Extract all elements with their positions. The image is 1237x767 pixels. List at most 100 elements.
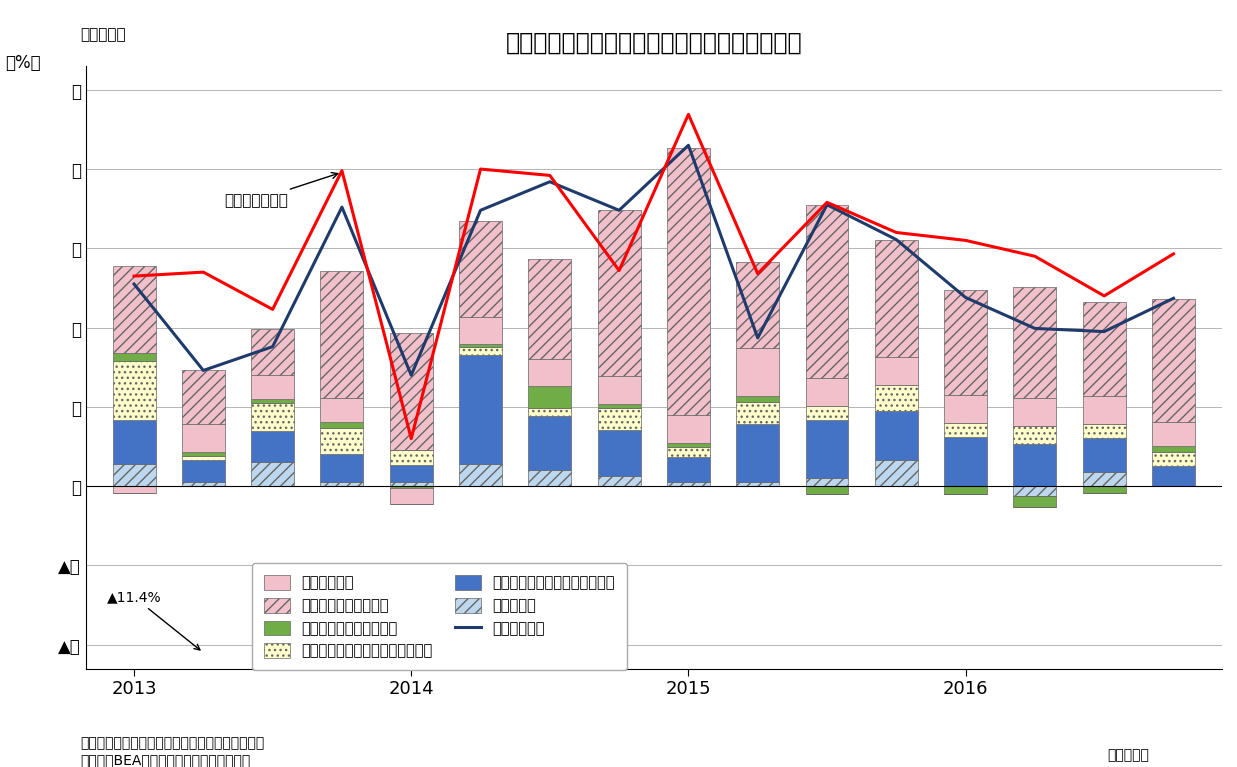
Bar (1082, 438, 1126, 472)
Bar (667, 443, 710, 446)
Bar (459, 464, 502, 486)
Bar (1152, 422, 1195, 446)
Bar (875, 411, 918, 460)
Bar (251, 463, 294, 486)
Bar (390, 486, 433, 488)
Bar (667, 457, 710, 482)
Text: （注）実質ベース、季節調整済系列の前期比年率: （注）実質ベース、季節調整済系列の前期比年率 (80, 736, 265, 750)
Bar (736, 482, 779, 486)
Bar (251, 399, 294, 403)
Bar (736, 396, 779, 402)
Bar (1082, 302, 1126, 396)
Bar (528, 358, 571, 387)
Bar (113, 420, 156, 464)
Bar (597, 403, 641, 408)
Bar (805, 205, 849, 378)
Bar (528, 409, 571, 416)
Bar (459, 347, 502, 354)
Bar (805, 406, 849, 420)
Bar (736, 348, 779, 396)
Bar (944, 423, 987, 437)
Bar (736, 424, 779, 482)
Bar (528, 470, 571, 486)
Bar (390, 450, 433, 465)
Bar (1013, 496, 1056, 507)
Bar (1013, 398, 1056, 426)
Bar (1152, 299, 1195, 422)
Bar (736, 402, 779, 424)
Bar (320, 428, 364, 455)
Bar (182, 452, 225, 456)
Bar (736, 262, 779, 348)
Bar (320, 482, 364, 486)
Bar (1013, 287, 1056, 398)
Bar (182, 370, 225, 424)
Bar (320, 398, 364, 422)
Bar (1152, 446, 1195, 452)
Bar (459, 317, 502, 344)
Text: （四半期）: （四半期） (1107, 748, 1149, 762)
Bar (459, 344, 502, 347)
Title: 個人消費支出（主要項目別）および可処分所得: 個人消費支出（主要項目別）および可処分所得 (506, 31, 802, 54)
Bar (113, 353, 156, 361)
Text: ▲11.4%: ▲11.4% (106, 590, 200, 650)
Bar (944, 486, 987, 494)
Bar (597, 376, 641, 403)
Legend: 医療サービス, サービス（除く医療）, ガソリン・エネルギー等, 非耐久消費財（除くガソリン等）, 耐久消費財（除く自動車関連）, 自動車関連, 実質個人消費: 医療サービス, サービス（除く医療）, ガソリン・エネルギー等, 非耐久消費財（… (252, 564, 627, 670)
Bar (251, 329, 294, 375)
Bar (251, 403, 294, 431)
Bar (875, 385, 918, 411)
Bar (1013, 486, 1056, 496)
Bar (390, 333, 433, 450)
Bar (320, 272, 364, 398)
Bar (1013, 444, 1056, 486)
Bar (182, 456, 225, 460)
Bar (528, 387, 571, 409)
Bar (459, 222, 502, 317)
Bar (390, 465, 433, 482)
Bar (805, 486, 849, 494)
Bar (667, 446, 710, 457)
Bar (182, 460, 225, 482)
Bar (1082, 423, 1126, 438)
Bar (113, 486, 156, 492)
Bar (597, 210, 641, 376)
Bar (182, 482, 225, 486)
Bar (251, 375, 294, 399)
Bar (805, 378, 849, 406)
Bar (459, 354, 502, 464)
Bar (944, 290, 987, 395)
Bar (944, 437, 987, 486)
Bar (1152, 466, 1195, 486)
Bar (1013, 426, 1056, 444)
Bar (320, 422, 364, 428)
Bar (528, 416, 571, 470)
Bar (390, 482, 433, 486)
Bar (320, 455, 364, 482)
Bar (528, 259, 571, 358)
Bar (182, 424, 225, 452)
Bar (944, 395, 987, 423)
Bar (597, 476, 641, 486)
Bar (667, 482, 710, 486)
Text: 実質可処分所得: 実質可処分所得 (224, 173, 338, 208)
Bar (667, 149, 710, 415)
Bar (597, 408, 641, 430)
Bar (1152, 452, 1195, 466)
Bar (1082, 486, 1126, 492)
Bar (875, 357, 918, 385)
Bar (1082, 396, 1126, 423)
Text: （資料）BEAよりニッセイ基礎研究所作成: （資料）BEAよりニッセイ基礎研究所作成 (80, 753, 251, 767)
Bar (875, 460, 918, 486)
Text: （図表１）: （図表１） (80, 27, 126, 42)
Bar (390, 488, 433, 504)
Bar (805, 479, 849, 486)
Bar (597, 430, 641, 476)
Bar (113, 361, 156, 420)
Bar (251, 431, 294, 463)
Bar (1082, 472, 1126, 486)
Bar (113, 464, 156, 486)
Bar (113, 266, 156, 353)
Bar (875, 239, 918, 357)
Bar (667, 415, 710, 443)
